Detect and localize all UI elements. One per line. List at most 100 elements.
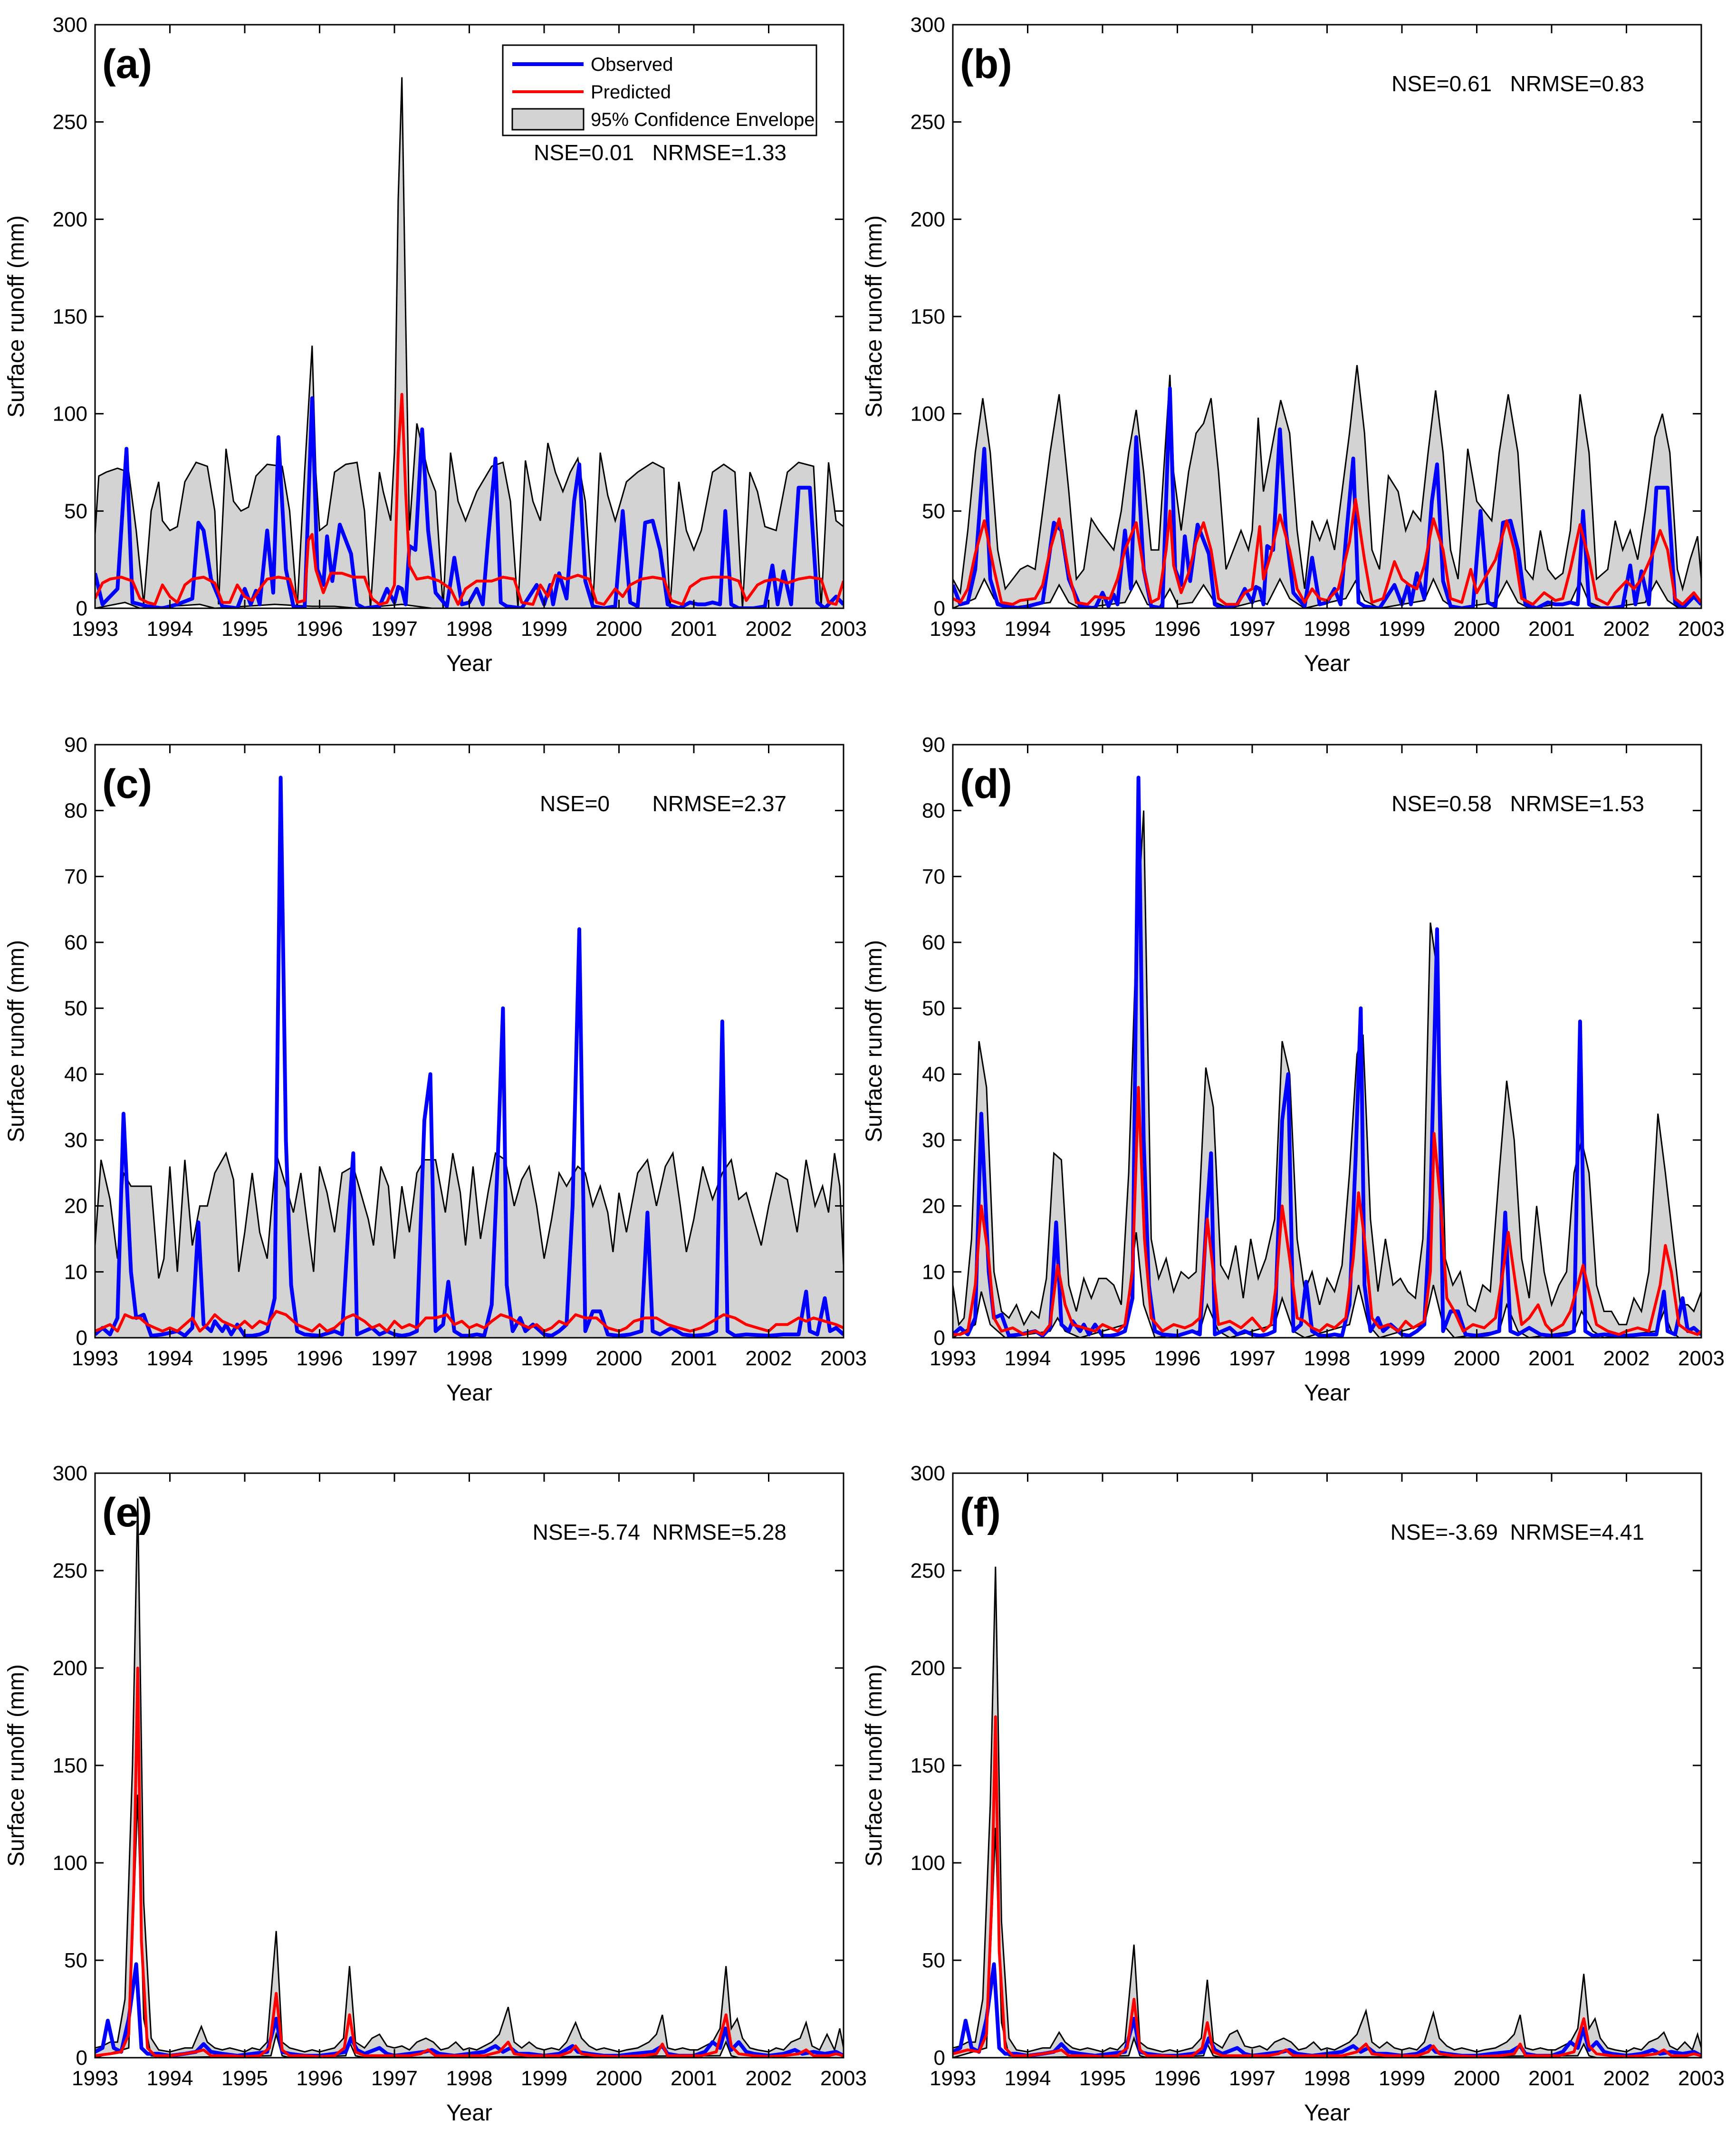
- y-axis-title: Surface runoff (mm): [862, 215, 887, 418]
- y-tick-label: 20: [64, 1195, 87, 1218]
- y-tick-label: 50: [64, 499, 87, 523]
- panel-e: 1993 1994 1995 1996 1997 1998 1999 2000 2001 2002…: [4, 1462, 867, 2126]
- x-tick-label: 2003: [1678, 617, 1725, 641]
- axes-box: [94, 1472, 844, 2059]
- panel-a-plot-area: [95, 77, 844, 608]
- x-tick-label: 2000: [596, 2067, 643, 2090]
- panel-label: (a): [102, 41, 152, 87]
- x-tick-label: 2000: [1454, 1347, 1500, 1370]
- y-tick-label: 0: [76, 1326, 87, 1350]
- y-tick-label: 200: [911, 208, 945, 231]
- y-tick-label: 30: [922, 1129, 945, 1152]
- panel-c: 1993 1994 1995 1996 1997 1998 1999 2000 2001 2002…: [4, 733, 867, 1406]
- metrics-annotation: NSE=0.61 NRMSE=0.83: [1391, 71, 1644, 96]
- x-axis-title: Year: [1304, 651, 1350, 676]
- y-tick-label: 70: [64, 865, 87, 888]
- metrics-annotation: NSE=-3.69 NRMSE=4.41: [1391, 1520, 1644, 1544]
- y-tick-label: 0: [934, 597, 945, 620]
- confidence-envelope-upper: [953, 365, 1701, 595]
- y-tick-label: 40: [922, 1063, 945, 1086]
- y-tick-label: 300: [53, 13, 87, 37]
- x-axis-title: Year: [446, 2100, 492, 2126]
- confidence-envelope-upper: [953, 1566, 1701, 2053]
- predicted-series-line: [953, 1086, 1701, 1336]
- x-tick-label: 1999: [1379, 2067, 1425, 2090]
- panel-label: (b): [960, 41, 1012, 87]
- panel-d: 1993 1994 1995 1996 1997 1998 1999 2000 2001 2002…: [862, 733, 1725, 1406]
- y-tick-label: 50: [64, 1949, 87, 1972]
- legend-envelope-label: 95% Confidence Envelope: [591, 109, 815, 130]
- y-axis-title: Surface runoff (mm): [4, 1664, 29, 1867]
- x-axis-title: Year: [446, 651, 492, 676]
- y-tick-label: 70: [922, 865, 945, 888]
- confidence-envelope-fill: [953, 365, 1701, 608]
- x-tick-label: 2002: [1603, 617, 1650, 641]
- x-tick-label: 1993: [930, 617, 976, 641]
- x-tick-label: 1997: [371, 1347, 418, 1370]
- y-tick-label: 60: [922, 931, 945, 954]
- panel-f-plot-area: [953, 1566, 1701, 2058]
- y-tick-label: 10: [64, 1260, 87, 1284]
- y-tick-label: 100: [53, 403, 87, 426]
- x-tick-label: 1996: [297, 617, 343, 641]
- x-tick-label: 1993: [72, 1347, 118, 1370]
- y-tick-label: 50: [922, 997, 945, 1020]
- x-tick-label: 1995: [221, 1347, 268, 1370]
- y-axis-title: Surface runoff (mm): [4, 940, 29, 1142]
- confidence-envelope-lower: [953, 1828, 1701, 2058]
- x-tick-label: 1993: [72, 617, 118, 641]
- panel-f: 1993 1994 1995 1996 1997 1998 1999 2000 2001 2002…: [862, 1462, 1725, 2126]
- axes-box: [952, 1472, 1702, 2059]
- x-tick-label: 1995: [1079, 617, 1126, 641]
- y-tick-label: 150: [53, 305, 87, 328]
- x-tick-label: 1993: [930, 2067, 976, 2090]
- y-tick-label: 90: [922, 733, 945, 757]
- y-tick-label: 150: [911, 1754, 945, 1777]
- x-tick-label: 2001: [671, 617, 717, 641]
- observed-series-line: [95, 776, 844, 1338]
- x-tick-label: 2000: [596, 1347, 643, 1370]
- y-tick-label: 150: [911, 305, 945, 328]
- y-axis-title: Surface runoff (mm): [4, 215, 29, 418]
- confidence-envelope-upper: [95, 77, 844, 608]
- confidence-envelope-fill: [953, 810, 1701, 1338]
- x-tick-label: 1998: [446, 1347, 493, 1370]
- panel-label: (d): [960, 761, 1012, 807]
- confidence-envelope-fill: [95, 1153, 844, 1338]
- x-tick-label: 1995: [221, 2067, 268, 2090]
- y-tick-label: 200: [53, 208, 87, 231]
- y-tick-label: 100: [53, 1851, 87, 1875]
- legend: Observed Predicted 95% Confidence Envelope: [502, 44, 817, 136]
- x-axis-title: Year: [1304, 2100, 1350, 2126]
- x-tick-label: 1999: [521, 617, 567, 641]
- observed-series-line: [953, 386, 1701, 608]
- x-tick-label: 1997: [371, 2067, 418, 2090]
- x-tick-label: 1994: [147, 617, 193, 641]
- y-axis-title: Surface runoff (mm): [862, 940, 887, 1142]
- panel-b: 1993 1994 1995 1996 1997 1998 1999 2000 2001 2002…: [862, 13, 1725, 676]
- y-tick-label: 0: [934, 2046, 945, 2070]
- y-tick-label: 50: [922, 499, 945, 523]
- y-tick-label: 90: [64, 733, 87, 757]
- x-tick-label: 1996: [1154, 2067, 1201, 2090]
- y-tick-label: 0: [934, 1326, 945, 1350]
- x-tick-label: 1994: [147, 2067, 193, 2090]
- y-tick-label: 300: [911, 13, 945, 37]
- x-tick-label: 1999: [521, 1347, 567, 1370]
- x-tick-label: 1996: [297, 1347, 343, 1370]
- x-tick-label: 1999: [521, 2067, 567, 2090]
- x-tick-label: 1996: [1154, 1347, 1201, 1370]
- y-tick-label: 300: [53, 1462, 87, 1485]
- x-tick-label: 1993: [930, 1347, 976, 1370]
- x-tick-label: 1998: [1304, 2067, 1351, 2090]
- panel-e-plot-area: [95, 1498, 844, 2058]
- legend-predicted-label: Predicted: [591, 82, 671, 103]
- y-tick-label: 150: [53, 1754, 87, 1777]
- x-tick-label: 1995: [1079, 2067, 1126, 2090]
- x-axis-title: Year: [1304, 1381, 1350, 1406]
- metrics-annotation: NSE=-5.74 NRMSE=5.28: [533, 1520, 786, 1544]
- x-tick-label: 1998: [446, 2067, 493, 2090]
- x-tick-label: 1994: [1005, 1347, 1051, 1370]
- x-tick-label: 2001: [1528, 617, 1575, 641]
- x-tick-label: 2001: [671, 1347, 717, 1370]
